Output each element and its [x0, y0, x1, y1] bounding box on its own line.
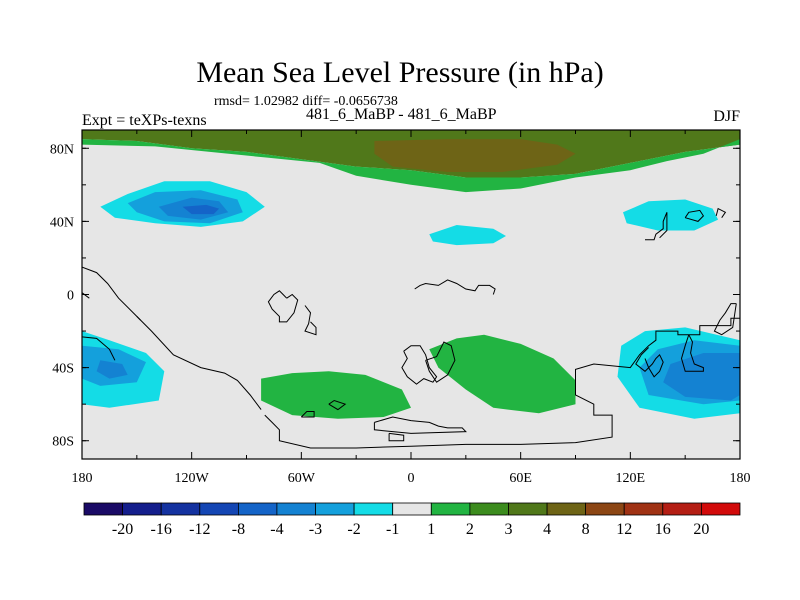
colorbar-box-2: [160, 502, 201, 516]
colorbar-box-4: [237, 502, 278, 516]
colorbar-label-10: 3: [505, 521, 513, 538]
colorbar-box-10: [469, 502, 509, 516]
colorbar-label-3: -8: [232, 521, 245, 538]
contour-region-2: [374, 139, 576, 172]
colorbar-box-0: [83, 502, 123, 516]
stats-label: rmsd= 1.02982 diff= -0.0656738: [214, 94, 398, 109]
coastline-2: [136, 316, 141, 321]
field-layer: [82, 130, 740, 419]
x-tick-label-5: 120E: [616, 471, 646, 486]
colorbar-box-16: [701, 502, 741, 516]
colorbar-box-1: [122, 502, 162, 516]
colorbar-label-12: 8: [582, 521, 590, 538]
contour-region-1: [82, 139, 740, 193]
y-tick-label-2: 0: [67, 289, 74, 304]
coastline-layer: [82, 207, 740, 449]
coastline-9: [401, 345, 438, 385]
colorbar-box-7: [353, 502, 394, 516]
coastline-5: [304, 305, 317, 336]
colorbar-box-8: [392, 502, 432, 516]
coastline-1: [82, 336, 116, 361]
coastline-3: [264, 317, 740, 449]
x-axis: 180 120W 60W 0 60E 120E 180: [72, 130, 751, 486]
colorbar-box-9: [430, 502, 471, 516]
x-tick-label-6: 180: [730, 471, 751, 486]
colorbar-box-13: [585, 502, 625, 516]
contour-region-14: [663, 353, 740, 401]
coastline-7: [300, 411, 315, 418]
colorbar-label-15: 20: [693, 521, 709, 538]
y-tick-label-0: 80N: [50, 142, 74, 157]
colorbar-label-11: 4: [543, 521, 551, 538]
y-tick-label-1: 40N: [50, 215, 74, 230]
colorbar-box-3: [199, 502, 239, 516]
contour-region-15: [261, 371, 411, 419]
coastline-6: [328, 399, 347, 411]
colorbar-label-4: -4: [270, 521, 283, 538]
colorbar-label-9: 2: [466, 521, 474, 538]
colorbar-label-1: -16: [151, 521, 172, 538]
season-label: DJF: [713, 108, 740, 125]
coastline-11: [373, 416, 467, 434]
coastline-8: [414, 279, 496, 295]
contour-region-11: [96, 360, 128, 379]
contour-region-6: [182, 204, 220, 215]
coastline-18: [713, 303, 737, 336]
contour-region-7: [429, 225, 506, 246]
colorbar-label-8: 1: [427, 521, 435, 538]
y-tick-label-4: 80S: [52, 435, 74, 450]
coastline-16: [635, 347, 664, 378]
run-label: 481_6_MaBP - 481_6_MaBP: [306, 106, 497, 123]
x-tick-label-4: 60E: [509, 471, 532, 486]
contour-region-8: [623, 199, 719, 231]
experiment-label: Expt = teXPs-texns: [82, 112, 207, 129]
colorbar: -20 -16 -12 -8 -4 -3 -2 -1 1 2 3 4 8 12 16 20: [83, 502, 741, 538]
coastline-17: [680, 334, 704, 372]
colorbar-label-14: 16: [655, 521, 671, 538]
coastline-10: [425, 341, 456, 383]
x-tick-label-1: 120W: [175, 471, 210, 486]
coastline-4: [267, 290, 299, 323]
x-tick-label-2: 60W: [288, 471, 316, 486]
coastline-0: [82, 266, 262, 410]
colorbar-label-6: -2: [347, 521, 360, 538]
colorbar-label-0: -20: [112, 521, 133, 538]
y-axis: 80N 40N 0 40S 80S: [50, 142, 740, 450]
coastline-19: [82, 292, 90, 299]
colorbar-box-15: [662, 502, 702, 516]
x-tick-label-3: 0: [408, 471, 415, 486]
x-tick-label-0: 180: [72, 471, 93, 486]
colorbar-box-5: [276, 502, 316, 516]
colorbar-box-12: [546, 502, 587, 516]
y-tick-label-3: 40S: [52, 362, 74, 377]
colorbar-label-7: -1: [386, 521, 399, 538]
colorbar-label-5: -3: [309, 521, 322, 538]
coastline-12: [388, 432, 405, 442]
colorbar-box-14: [623, 502, 664, 516]
colorbar-label-13: 12: [616, 521, 632, 538]
coastline-14: [684, 209, 705, 222]
colorbar-box-6: [315, 502, 355, 516]
chart-title: Mean Sea Level Pressure (in hPa): [196, 56, 604, 89]
coastline-15: [715, 207, 727, 218]
contour-region-16: [429, 334, 576, 414]
colorbar-box-11: [508, 502, 548, 516]
colorbar-label-2: -12: [189, 521, 210, 538]
coastline-13: [645, 212, 668, 241]
